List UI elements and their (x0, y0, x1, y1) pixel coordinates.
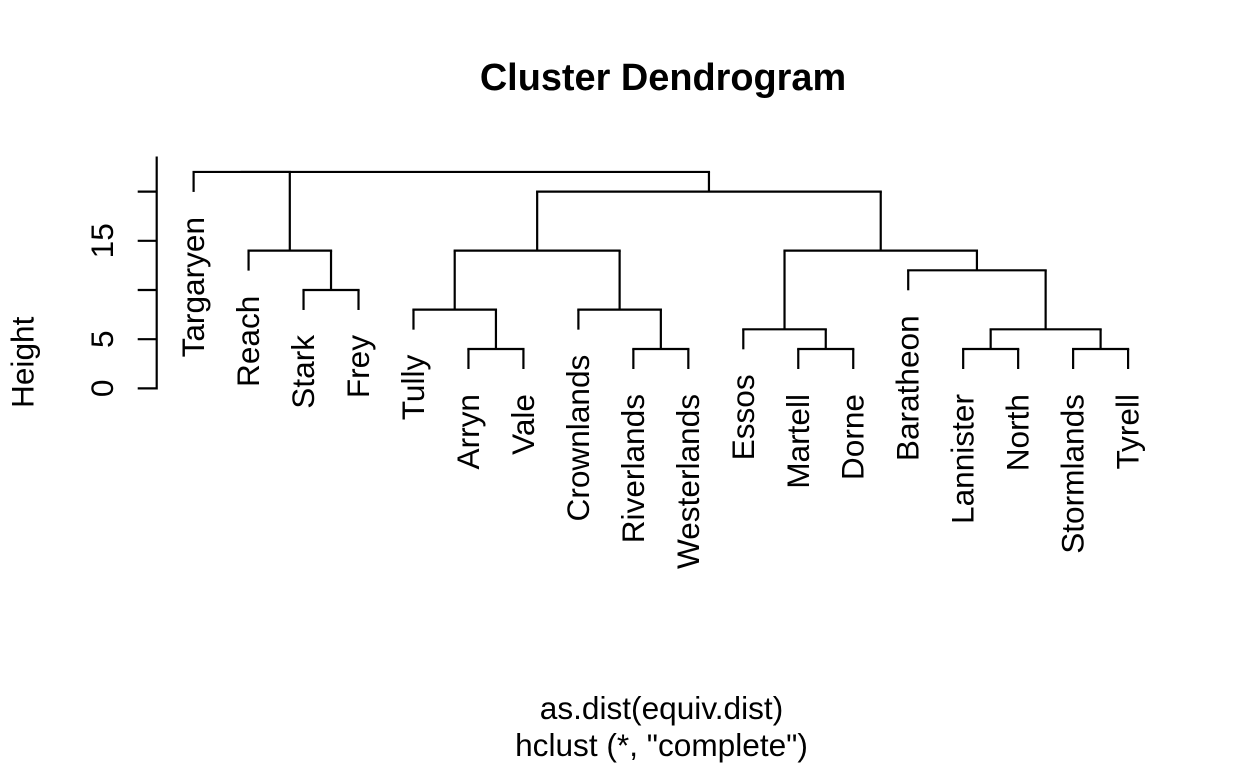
leaf-label: Essos (725, 374, 761, 460)
leaf-label: Reach (230, 296, 266, 387)
leaf-label: Westerlands (670, 394, 706, 569)
y-axis-label: Height (5, 316, 41, 408)
leaf-label: Stark (285, 335, 321, 409)
leaf-label: Lannister (945, 394, 981, 524)
x-axis-caption: as.dist(equiv.dist) (540, 690, 783, 726)
leaf-label: Martell (780, 394, 816, 489)
leaf-label: North (1000, 394, 1036, 471)
leaf-label: Tyrell (1110, 394, 1146, 469)
y-tick-label: 0 (84, 380, 120, 398)
dendrogram-tree-lines (192, 170, 1130, 369)
chart-title: Cluster Dendrogram (480, 57, 846, 99)
leaf-label: Tully (395, 354, 431, 420)
leaf-labels: Targaryen Reach Stark Frey Tully Arryn Vale Cro… (175, 217, 1145, 569)
y-axis: 0 5 15 (84, 156, 158, 398)
leaf-label: Targaryen (175, 217, 211, 357)
leaf-label: Vale (505, 394, 541, 455)
leaf-label: Frey (340, 335, 376, 398)
leaf-label: Baratheon (890, 315, 926, 461)
leaf-label: Riverlands (615, 394, 651, 543)
leaf-label: Dorne (835, 394, 871, 480)
leaf-label: Crownlands (560, 355, 596, 522)
y-tick-label: 15 (84, 223, 120, 258)
subtitle-caption: hclust (*, "complete") (515, 727, 808, 763)
leaf-label: Arryn (450, 394, 486, 469)
leaf-label: Stormlands (1055, 394, 1091, 554)
y-tick-label: 5 (84, 330, 120, 348)
